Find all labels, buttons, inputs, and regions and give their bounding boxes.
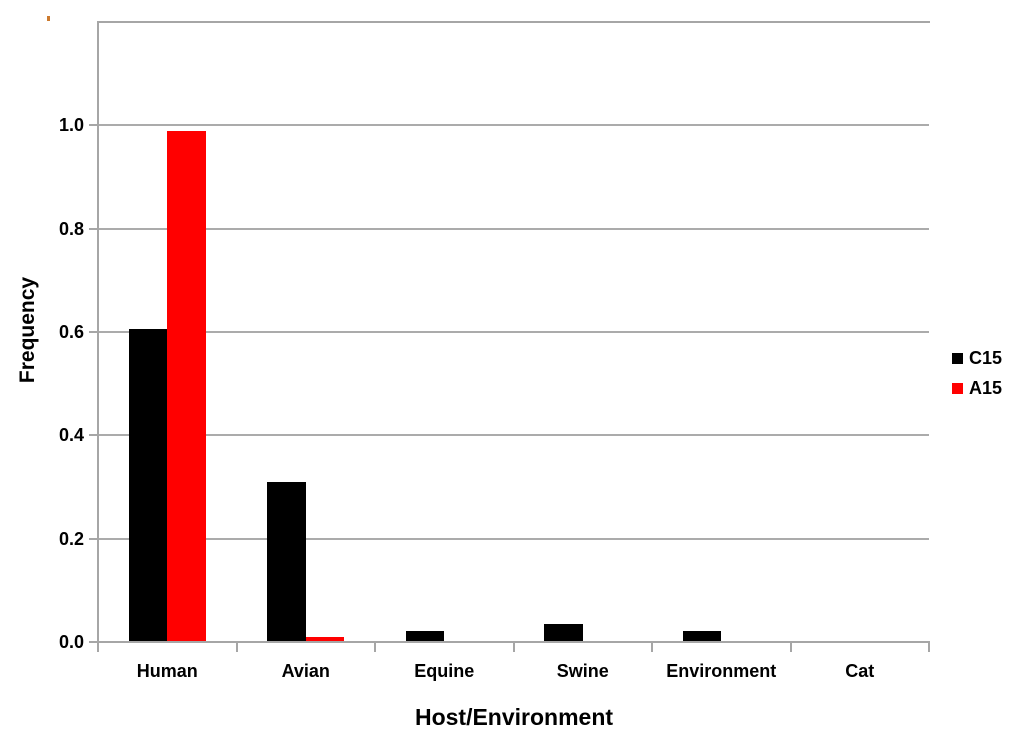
x-tick [512, 642, 515, 652]
bar-c15 [128, 329, 168, 642]
legend-item-c15: C15 [952, 349, 1002, 367]
category-label: Avian [281, 661, 330, 681]
x-tick [374, 642, 376, 652]
legend-swatch-c15 [952, 352, 963, 364]
x-tick [928, 642, 930, 652]
y-tick-label: 0.6 [58, 322, 84, 342]
category-label: Swine [556, 661, 609, 681]
x-tick [789, 642, 792, 652]
bar-c15 [267, 481, 306, 642]
x-tick [651, 642, 653, 652]
legend-item-a15: A15 [952, 379, 1002, 397]
category-label: Human [136, 661, 198, 681]
x-axis-title: Host/Environment [414, 704, 614, 730]
gridline [99, 331, 929, 333]
plot-top-border [97, 21, 930, 23]
legend-swatch-a15 [952, 382, 963, 394]
bar-c15 [682, 630, 722, 642]
y-tick [89, 124, 98, 127]
gridline [99, 537, 929, 540]
y-tick [89, 641, 98, 643]
gridline [99, 227, 929, 230]
legend: C15 A15 [952, 349, 1002, 397]
gridline [99, 124, 929, 127]
bar-a15 [305, 636, 345, 642]
y-axis-title: Frequency [16, 276, 39, 384]
y-tick-label: 1.0 [58, 115, 84, 136]
y-tick-label: 0.8 [58, 218, 84, 239]
x-tick [97, 642, 99, 652]
y-tick [89, 331, 98, 333]
category-label: Environment [666, 661, 777, 681]
y-tick [89, 227, 98, 230]
bar-a15 [167, 130, 206, 642]
y-tick [89, 434, 98, 437]
legend-label: C15 [969, 348, 1003, 368]
category-label: Cat [845, 661, 875, 681]
y-tick-label: 0.0 [58, 632, 84, 652]
y-axis-line [97, 21, 99, 652]
bar-c15 [405, 630, 445, 642]
y-tick-label: 0.2 [58, 528, 84, 549]
x-tick [235, 642, 238, 652]
gridline [99, 434, 929, 437]
y-tick-label: 0.4 [58, 425, 84, 446]
artifact-speck [47, 16, 50, 21]
y-tick [89, 537, 98, 540]
bar-c15 [544, 623, 583, 642]
legend-label: A15 [969, 378, 1003, 398]
category-label: Equine [414, 661, 475, 681]
